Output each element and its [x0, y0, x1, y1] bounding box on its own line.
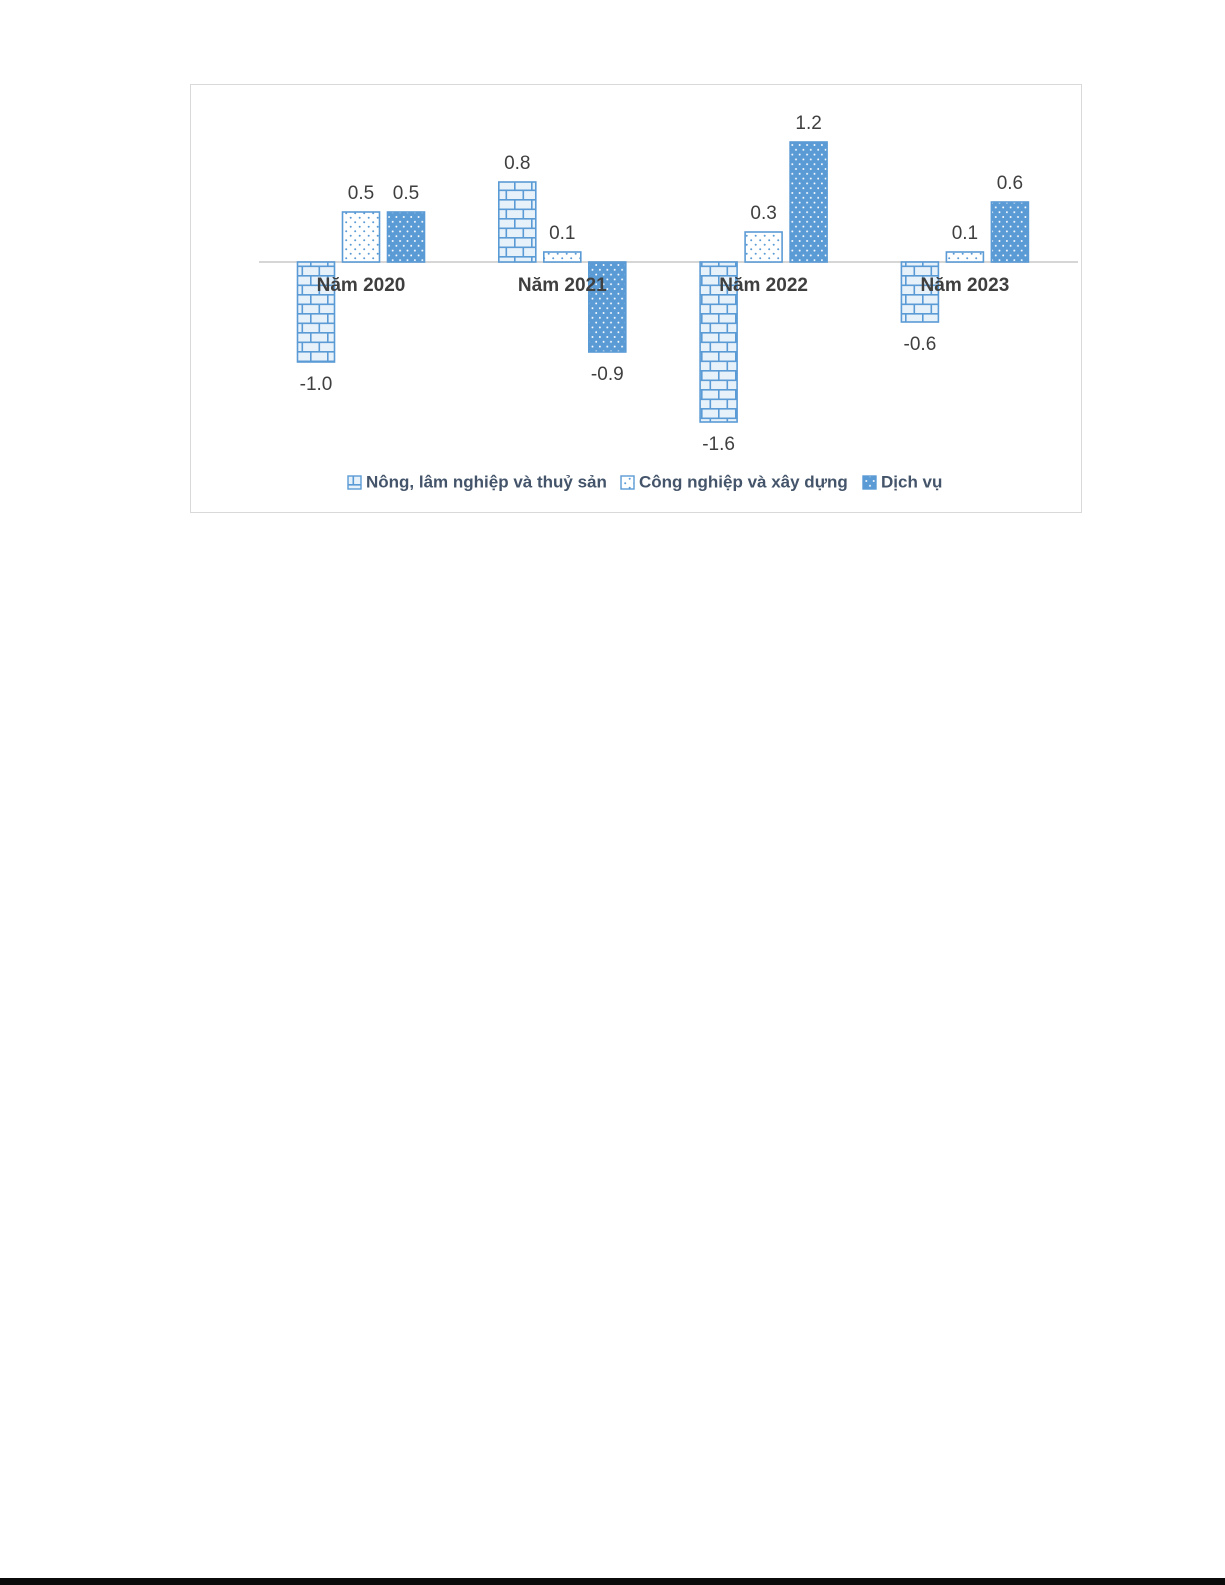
bar-dots-light-cat1 [542, 251, 582, 263]
category-label: Năm 2020 [317, 275, 406, 296]
category-label: Năm 2022 [719, 275, 808, 296]
bar-brick-cat2 [699, 261, 738, 423]
value-label: 0.5 [348, 183, 374, 204]
value-label: -0.6 [904, 334, 937, 355]
category-label: Năm 2023 [921, 275, 1010, 296]
value-label: 0.3 [750, 203, 776, 224]
category-label: Năm 2021 [518, 275, 607, 296]
legend-label: Công nghiệp và xây dựng [639, 473, 848, 492]
bar-brick-cat0 [296, 261, 336, 363]
value-label: -1.6 [702, 434, 735, 455]
value-label: 0.6 [997, 173, 1023, 194]
value-label: 0.8 [504, 153, 530, 174]
bars-layer [296, 141, 1030, 423]
bar-brick-cat3 [900, 261, 940, 323]
legend-label: Nông, lâm nghiệp và thuỷ sản [366, 473, 607, 492]
bar-dots-solid-cat3 [990, 201, 1030, 263]
bar-dots-solid-cat2 [789, 141, 828, 263]
chart-legend: Nông, lâm nghiệp và thuỷ sản Công nghiệp … [347, 473, 942, 492]
value-label: 1.2 [795, 113, 821, 134]
page-bottom-edge [0, 1578, 1225, 1585]
chart-frame: -1.0 0.8 -1.6 -0.6 0.5 0.1 0.3 0.1 0.5 -0.9 1.2 0.6… [190, 84, 1082, 513]
bar-dots-solid-cat0 [386, 211, 426, 263]
labels-layer: -1.0 0.8 -1.6 -0.6 0.5 0.1 0.3 0.1 0.5 -0.9 1.2 0.6… [300, 113, 1023, 455]
grouped-bar-chart: -1.0 0.8 -1.6 -0.6 0.5 0.1 0.3 0.1 0.5 -0.9 1.2 0.6… [259, 113, 1078, 492]
legend-swatch-dots-solid-icon [862, 475, 877, 490]
value-label: 0.1 [549, 223, 575, 244]
bar-dots-light-cat0 [341, 211, 381, 263]
value-label: 0.1 [952, 223, 978, 244]
legend-swatch-dots-light-icon [620, 475, 635, 490]
bar-dots-light-cat2 [744, 231, 783, 263]
value-label: -1.0 [300, 374, 333, 395]
bar-dots-solid-cat1 [587, 261, 627, 353]
bar-dots-light-cat3 [945, 251, 985, 263]
legend-label: Dịch vụ [881, 473, 942, 492]
value-label: -0.9 [591, 364, 624, 385]
value-label: 0.5 [393, 183, 419, 204]
legend-swatch-brick-icon [347, 475, 362, 490]
bar-brick-cat1 [497, 181, 537, 263]
